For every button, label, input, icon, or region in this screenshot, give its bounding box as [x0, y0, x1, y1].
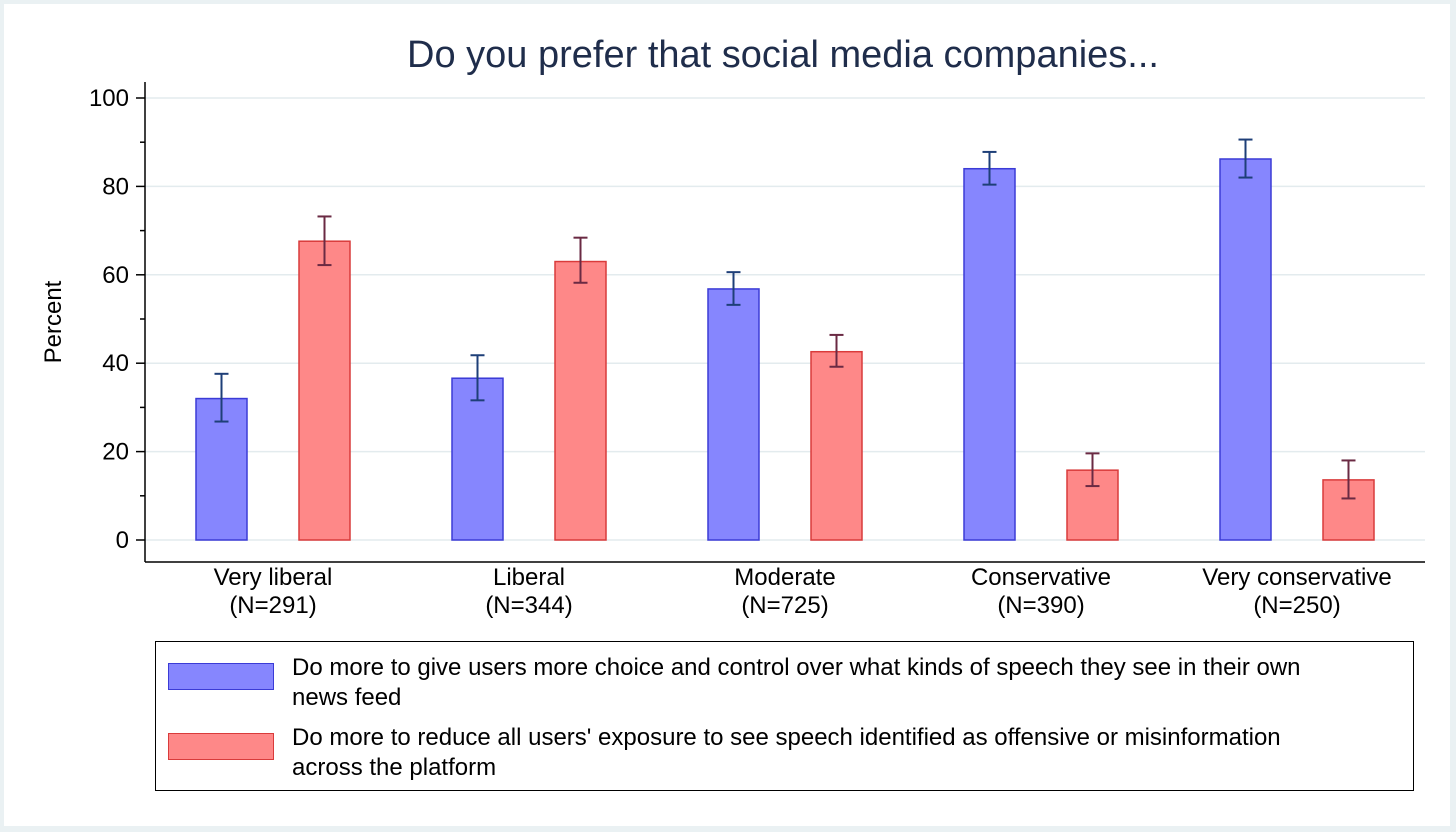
legend-swatch-reduce — [168, 733, 274, 760]
category-label: Conservative — [971, 564, 1111, 591]
y-tick-label: 100 — [89, 85, 129, 112]
error-bars — [214, 138, 1356, 500]
legend-swatch-choice — [168, 663, 274, 690]
bar-reduce — [554, 260, 607, 541]
bar-reduce — [810, 350, 863, 541]
chart-title: Do you prefer that social media companie… — [407, 34, 1159, 76]
bar-reduce — [298, 240, 351, 541]
chart-frame: Do you prefer that social media companie… — [4, 4, 1450, 826]
bar-choice — [963, 167, 1016, 541]
y-tick-label: 0 — [116, 527, 129, 554]
gridlines — [145, 97, 1425, 541]
category-n-label: (N=725) — [741, 592, 828, 619]
bar-choice — [451, 377, 504, 541]
category-n-label: (N=291) — [229, 592, 316, 619]
category-n-label: (N=344) — [485, 592, 572, 619]
y-tick-label: 40 — [102, 350, 129, 377]
category-label: Liberal — [493, 564, 565, 591]
category-n-label: (N=250) — [1253, 592, 1340, 619]
legend-label-choice: Do more to give users more choice and co… — [292, 654, 1301, 711]
bars — [195, 158, 1375, 541]
category-n-label: (N=390) — [997, 592, 1084, 619]
legend-item-reduce: Do more to reduce all users' exposure to… — [168, 723, 1352, 783]
category-label: Very liberal — [214, 564, 333, 591]
category-label: Moderate — [734, 564, 835, 591]
legend-item-choice: Do more to give users more choice and co… — [168, 653, 1352, 713]
legend: Do more to give users more choice and co… — [155, 641, 1414, 791]
legend-label-reduce: Do more to reduce all users' exposure to… — [292, 724, 1281, 781]
y-tick-label: 20 — [102, 439, 129, 466]
y-tick-label: 60 — [102, 262, 129, 289]
bar-choice — [1219, 158, 1272, 541]
axes: 0 20 40 60 80 100 — [89, 82, 1425, 563]
y-tick-label: 80 — [102, 173, 129, 200]
category-labels: Very liberal(N=291) Liberal(N=344) Moderat… — [214, 564, 1392, 619]
bar-chart: Do you prefer that social media companie… — [40, 34, 1425, 619]
y-axis-label: Percent — [40, 280, 67, 363]
category-label: Very conservative — [1202, 564, 1391, 591]
bar-choice — [707, 288, 760, 541]
